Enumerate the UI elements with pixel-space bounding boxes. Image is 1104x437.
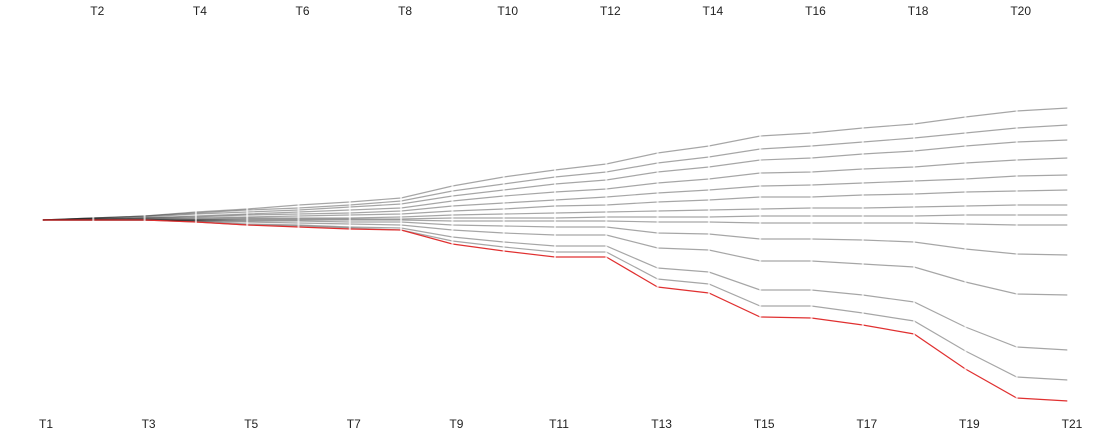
axis-label: T19 [959, 417, 980, 431]
axis-label: T2 [90, 4, 104, 18]
axis-label: T13 [651, 417, 672, 431]
axis-label: T14 [703, 4, 724, 18]
axis-label: T12 [600, 4, 621, 18]
axis-label: T1 [39, 417, 53, 431]
axis-label: T11 [549, 417, 569, 431]
axis-label: T18 [908, 4, 929, 18]
axis-label: T9 [449, 417, 463, 431]
axis-label: T15 [754, 417, 775, 431]
axis-label: T16 [805, 4, 826, 18]
axis-label: T10 [497, 4, 518, 18]
axis-label: T6 [295, 4, 309, 18]
axis-label: T8 [398, 4, 412, 18]
axis-label: T5 [244, 417, 258, 431]
axis-label: T21 [1062, 417, 1083, 431]
axis-label: T17 [856, 417, 877, 431]
axis-label: T4 [193, 4, 207, 18]
axis-label: T7 [347, 417, 361, 431]
axis-label: T3 [142, 417, 156, 431]
axis-label: T20 [1010, 4, 1031, 18]
